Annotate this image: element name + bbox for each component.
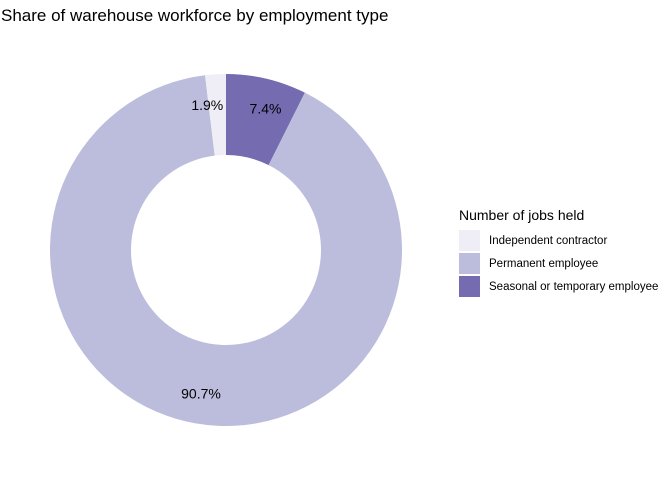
legend-swatch [459, 230, 480, 251]
data-label-seasonal-or-temporary-employee: 7.4% [250, 100, 282, 116]
legend-label: Permanent employee [489, 257, 599, 270]
slice-seasonal-or-temporary-employee [226, 74, 305, 166]
legend: Number of jobs held Independent contract… [459, 207, 658, 298]
data-label-permanent-employee: 90.7% [181, 385, 221, 401]
legend-title: Number of jobs held [459, 207, 585, 223]
slice-independent-contractor [205, 74, 226, 156]
legend-swatch [459, 253, 480, 274]
data-label-independent-contractor: 1.9% [191, 97, 223, 113]
legend-item-independent-contractor: Independent contractor [459, 229, 658, 252]
chart-title: Share of warehouse workforce by employme… [1, 6, 389, 25]
legend-swatch [459, 276, 480, 297]
legend-label: Independent contractor [489, 234, 608, 247]
legend-item-permanent-employee: Permanent employee [459, 252, 658, 275]
legend-label: Seasonal or temporary employee [489, 280, 659, 293]
legend-item-seasonal-or-temporary-employee: Seasonal or temporary employee [459, 275, 658, 298]
slice-permanent-employee [49, 75, 403, 427]
